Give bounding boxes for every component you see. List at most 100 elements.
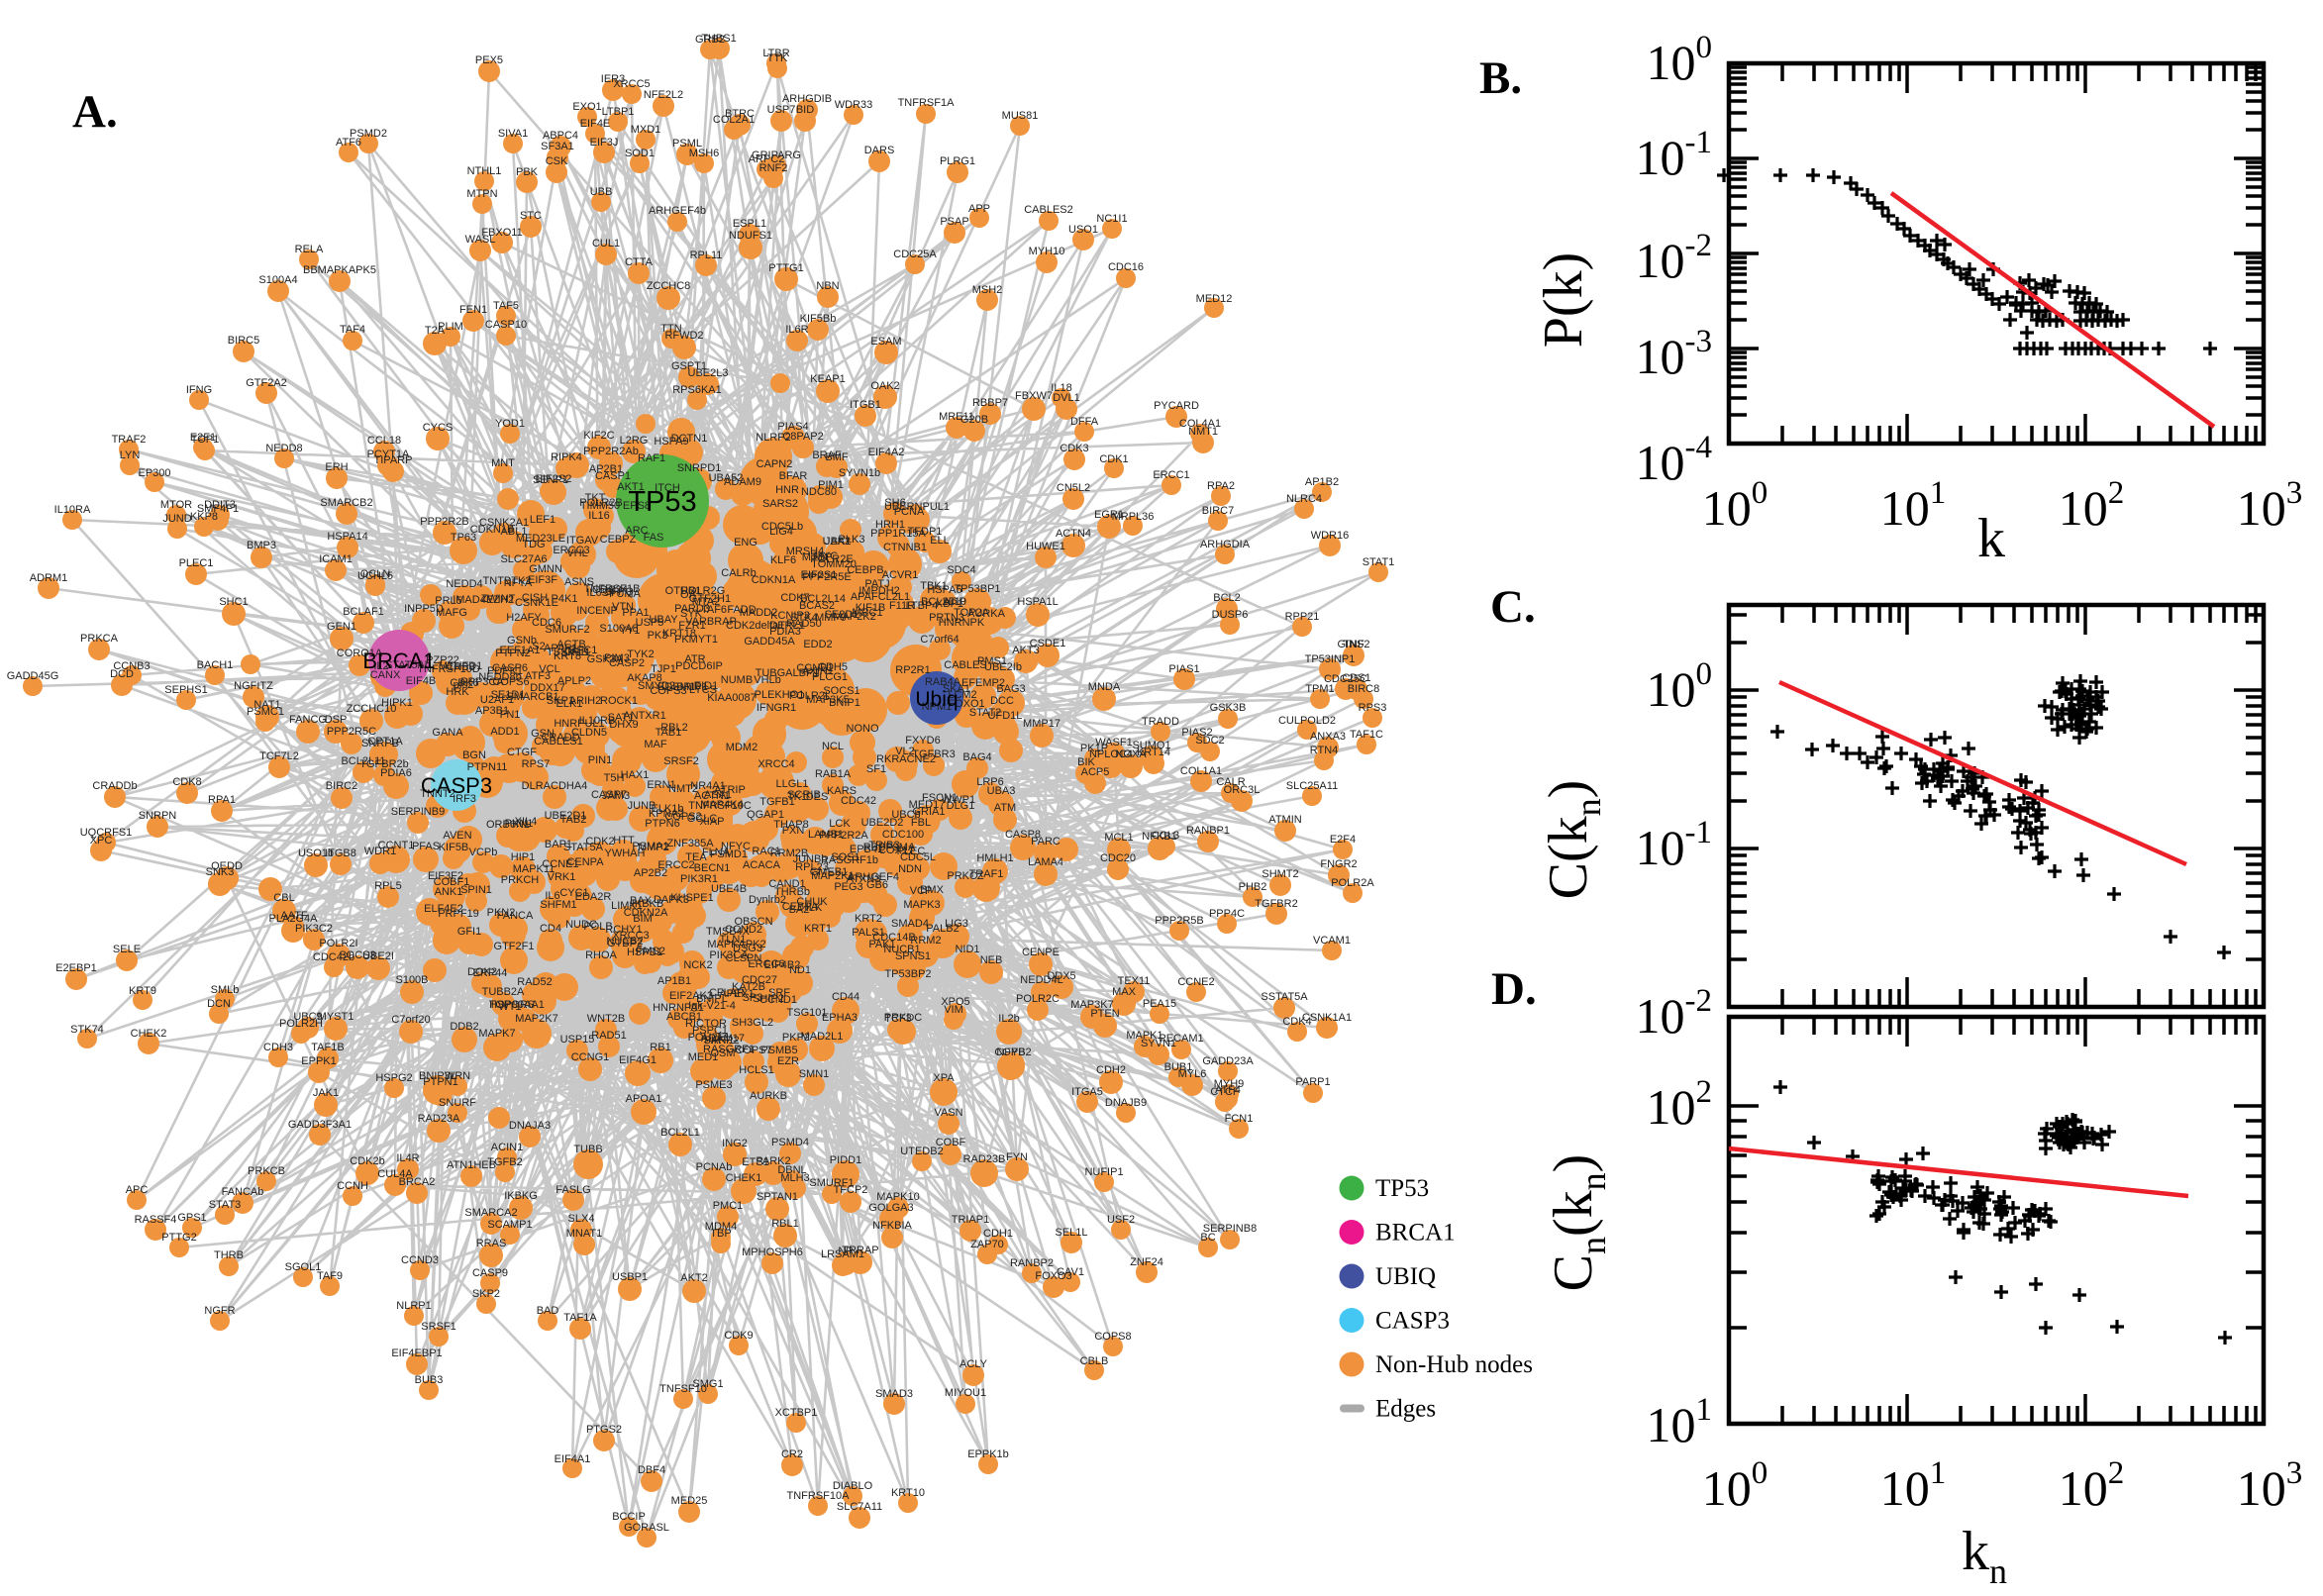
svg-text:BCCIP: BCCIP: [612, 1511, 646, 1523]
svg-text:RPL5: RPL5: [374, 880, 402, 892]
svg-text:CASP8: CASP8: [1005, 829, 1041, 841]
svg-text:FASLG: FASLG: [556, 1184, 590, 1196]
svg-text:EGR1: EGR1: [1094, 509, 1124, 521]
svg-text:ERCC2: ERCC2: [657, 859, 694, 871]
svg-text:PARK2: PARK2: [756, 1155, 790, 1167]
svg-text:DLG1: DLG1: [947, 800, 975, 812]
svg-text:TFDP1: TFDP1: [908, 526, 943, 538]
svg-text:TK1: TK1: [787, 791, 807, 803]
svg-text:BMP3: BMP3: [247, 540, 276, 551]
svg-text:COPS2: COPS2: [664, 811, 701, 823]
svg-text:RPS6KA1: RPS6KA1: [672, 384, 722, 396]
svg-text:CSNK1E: CSNK1E: [515, 597, 558, 609]
svg-text:PTPN2: PTPN2: [495, 648, 530, 659]
svg-text:FYN: FYN: [1006, 1151, 1028, 1163]
svg-text:MDM4: MDM4: [705, 1221, 737, 1233]
svg-text:PLEC: PLEC: [897, 846, 926, 857]
svg-text:FNGR2: FNGR2: [1320, 858, 1357, 870]
svg-text:OSM: OSM: [710, 1047, 735, 1059]
svg-text:pfs2: pfs2: [454, 679, 474, 691]
svg-text:NDUFS1: NDUFS1: [729, 230, 772, 242]
svg-text:CN5L2: CN5L2: [1057, 482, 1090, 494]
svg-text:EIF4B2: EIF4B2: [764, 959, 801, 971]
svg-text:UBIQ: UBIQ: [1375, 1263, 1436, 1290]
svg-text:SOS1: SOS1: [831, 851, 859, 863]
svg-text:VHL: VHL: [566, 548, 587, 559]
svg-text:USBP1: USBP1: [612, 1271, 648, 1283]
svg-text:SERPINB8: SERPINB8: [1203, 1223, 1257, 1235]
svg-text:PARD3: PARD3: [674, 603, 710, 615]
svg-text:CCL3: CCL3: [1152, 830, 1179, 842]
svg-text:ANK1: ANK1: [435, 886, 463, 898]
svg-text:SHFM1: SHFM1: [540, 899, 576, 911]
svg-text:CDKN1A: CDKN1A: [752, 574, 796, 586]
svg-text:RBBP9MA: RBBP9MA: [863, 842, 916, 853]
svg-text:OCLN: OCLN: [360, 568, 391, 580]
svg-text:BCL2L14: BCL2L14: [800, 593, 846, 605]
svg-text:RAF1: RAF1: [638, 452, 665, 464]
svg-text:SRF: SRF: [768, 987, 790, 999]
svg-text:PIM3: PIM3: [604, 652, 630, 664]
svg-text:CDC5L: CDC5L: [900, 851, 936, 863]
svg-text:STAT2: STAT2: [969, 707, 1002, 719]
svg-text:EIF4G1: EIF4G1: [619, 1054, 656, 1066]
svg-text:NAT1: NAT1: [253, 699, 280, 711]
svg-text:FBL: FBL: [911, 817, 931, 829]
svg-text:ROCK1: ROCK1: [600, 695, 638, 707]
svg-text:PCYT1A: PCYT1A: [367, 449, 410, 460]
svg-text:CDH5: CDH5: [818, 661, 848, 673]
svg-text:NFYC: NFYC: [721, 841, 751, 852]
svg-text:IL18: IL18: [1051, 382, 1071, 394]
svg-text:ND1: ND1: [789, 964, 811, 976]
svg-text:ZWINT: ZWINT: [481, 593, 516, 605]
svg-text:UBE2L3: UBE2L3: [688, 367, 729, 379]
svg-text:EFEMP2: EFEMP2: [961, 677, 1005, 689]
svg-text:HMLH1: HMLH1: [976, 852, 1013, 864]
svg-text:FXYD6: FXYD6: [905, 735, 940, 747]
svg-text:NR4A1: NR4A1: [690, 780, 725, 792]
svg-text:HSPA9: HSPA9: [654, 436, 688, 448]
svg-text:BACH1: BACH1: [197, 659, 234, 671]
svg-text:OEDD: OEDD: [211, 860, 243, 872]
svg-text:JUND: JUND: [162, 513, 191, 525]
svg-text:HSP90AA1: HSP90AA1: [489, 999, 545, 1011]
svg-text:GADD45A: GADD45A: [744, 636, 795, 648]
svg-text:TLN1: TLN1: [720, 934, 747, 946]
svg-text:GCLC: GCLC: [687, 813, 718, 825]
svg-text:SLC27A6: SLC27A6: [500, 553, 547, 565]
svg-text:RKRACNE2: RKRACNE2: [876, 753, 936, 765]
svg-text:RRAS: RRAS: [476, 1238, 507, 1249]
svg-text:EZH2: EZH2: [486, 594, 514, 606]
svg-text:ABL1: ABL1: [501, 526, 528, 538]
svg-text:FBXW7: FBXW7: [1015, 390, 1053, 402]
svg-text:PSAP: PSAP: [940, 216, 968, 228]
svg-text:SMURF1: SMURF1: [809, 1177, 854, 1189]
svg-text:PIDD1: PIDD1: [830, 1154, 861, 1166]
svg-text:RCHY1: RCHY1: [605, 924, 642, 936]
svg-text:EXO1: EXO1: [572, 101, 601, 113]
svg-text:S2: S2: [532, 641, 545, 652]
svg-text:PXN: PXN: [782, 825, 805, 837]
svg-text:NDC80: NDC80: [801, 486, 837, 498]
svg-text:BCL2L1: BCL2L1: [660, 1127, 700, 1139]
svg-text:ERCC1: ERCC1: [1153, 469, 1189, 481]
svg-text:OBSCN: OBSCN: [734, 916, 772, 928]
svg-text:SNURF: SNURF: [439, 1097, 476, 1109]
svg-text:KLF6: KLF6: [770, 554, 796, 566]
svg-text:UBA52: UBA52: [709, 472, 744, 484]
svg-text:VASN: VASN: [934, 1107, 962, 1119]
svg-text:TDG: TDG: [522, 539, 545, 550]
svg-text:CALRb: CALRb: [721, 567, 756, 579]
svg-text:NLRP2: NLRP2: [756, 432, 790, 444]
svg-text:STAT3: STAT3: [209, 1199, 242, 1211]
svg-text:USO1b: USO1b: [298, 848, 334, 859]
svg-text:MCL1: MCL1: [1104, 832, 1133, 844]
svg-text:E2EBP1: E2EBP1: [55, 962, 97, 974]
svg-text:NFYA: NFYA: [504, 577, 533, 589]
svg-text:SHMT2: SHMT2: [1262, 868, 1298, 880]
svg-text:RAB4A: RAB4A: [925, 676, 961, 688]
svg-text:SMARCB2: SMARCB2: [320, 497, 372, 509]
svg-text:MMP17: MMP17: [1023, 718, 1060, 730]
svg-text:MAP2K1: MAP2K1: [811, 870, 854, 882]
svg-text:TRIB3: TRIB3: [868, 840, 899, 851]
